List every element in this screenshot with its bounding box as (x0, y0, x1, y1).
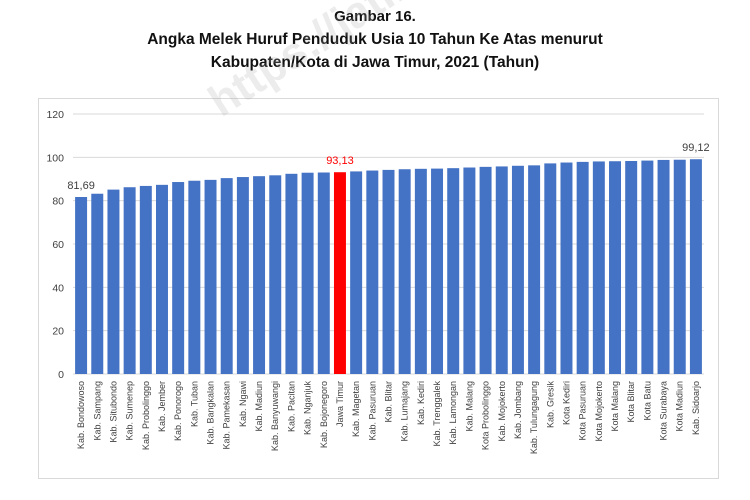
bar (625, 161, 638, 374)
data-label: 93,13 (326, 155, 354, 167)
data-labels: 81,69 93,13 99,12 (67, 142, 709, 192)
bar (123, 187, 136, 374)
x-tick-label: Kab. Ngawi (238, 381, 248, 427)
bar (609, 161, 621, 374)
bar (301, 172, 314, 374)
x-tick-label: Kab. Pacitan (286, 381, 296, 432)
x-tick-label: Kota Kediri (561, 381, 571, 425)
bar (689, 159, 702, 374)
bar (673, 159, 686, 374)
bar (75, 197, 88, 374)
y-tick-label: 80 (52, 196, 64, 208)
bar (236, 177, 249, 374)
x-tick-label: Kab. Sumenep (125, 381, 135, 441)
x-tick-label: Kab. Lamongan (448, 381, 458, 445)
x-tick-label: Kab. Gresik (545, 381, 555, 429)
bar (350, 171, 363, 374)
x-tick-label: Kab. Lumajang (400, 381, 410, 442)
bar (156, 184, 168, 374)
bar (172, 182, 185, 374)
x-tick-label: Kab. Trenggalek (432, 381, 442, 447)
bar (382, 169, 395, 374)
x-tick-label: Kab. Bangkalan (206, 381, 216, 445)
y-tick-label: 100 (46, 152, 64, 164)
y-tick-label: 20 (52, 326, 64, 338)
x-axis-ticks: Kab. Bondowoso Kab. Sampang Kab. Situbondo… (76, 381, 701, 455)
y-tick-label: 60 (52, 239, 64, 251)
bar (204, 179, 217, 374)
figure-number: Gambar 16. (334, 8, 416, 25)
y-tick-label: 0 (58, 369, 64, 381)
bar (657, 159, 670, 374)
bar (544, 163, 557, 374)
x-tick-label: Kab. Jember (157, 381, 167, 432)
bar (366, 170, 379, 374)
bar (398, 169, 411, 374)
bar (447, 168, 460, 374)
x-tick-label: Kab. Malang (464, 381, 474, 432)
x-tick-label: Kab. Magetan (351, 381, 361, 437)
x-tick-label: Kota Madiun (675, 381, 685, 432)
bar (528, 165, 541, 374)
bar (560, 162, 573, 374)
x-tick-label: Kab. Situbondo (108, 381, 118, 443)
figure-title-line-2: Kabupaten/Kota di Jawa Timur, 2021 (Tahu… (210, 54, 540, 71)
bar (285, 173, 298, 374)
bar (463, 167, 476, 374)
x-tick-label: Kota Surabaya (659, 381, 669, 441)
bar (414, 168, 427, 374)
bars (75, 159, 702, 374)
x-tick-label: Kota Probolinggo (481, 381, 491, 450)
bar (431, 168, 444, 374)
y-tick-label: 120 (46, 109, 64, 121)
x-tick-label: Kab. Bojonegoro (319, 381, 329, 448)
figure-title-line-1: Angka Melek Huruf Penduduk Usia 10 Tahun… (147, 31, 603, 48)
bar (317, 172, 330, 374)
x-tick-label: Kab. Pasuruan (367, 381, 377, 441)
x-tick-label: Kab. Sidoarjo (691, 381, 701, 435)
x-tick-label: Kota Blitar (626, 381, 636, 423)
x-tick-label: Kab. Kediri (416, 381, 426, 425)
x-tick-label: Kota Mojokerto (594, 381, 604, 442)
bar (269, 175, 282, 374)
x-tick-label: Kota Pasuruan (578, 381, 588, 441)
x-tick-label: Kab. Probolinggo (141, 381, 151, 450)
x-tick-label: Kab. Sampang (92, 381, 102, 441)
data-label: 81,69 (67, 180, 95, 192)
x-tick-label: Kab. Bondowoso (76, 381, 86, 449)
x-tick-label: Kab. Pamekasan (222, 381, 232, 450)
x-tick-label: Kab. Blitar (384, 381, 394, 423)
x-tick-label: Kab. Mojokerto (497, 381, 507, 442)
bar (479, 166, 492, 374)
x-tick-label: Kab. Tuban (189, 381, 199, 427)
y-axis-ticks: 0 20 40 60 80 100 120 (46, 109, 64, 381)
bar-highlight (333, 172, 346, 374)
bar (188, 180, 201, 374)
bar (139, 185, 152, 374)
y-tick-label: 40 (52, 282, 64, 294)
x-tick-label: Jawa Timur (335, 381, 345, 427)
x-tick-label: Kota Batu (642, 381, 652, 421)
figure-header: Gambar 16. Angka Melek Huruf Penduduk Us… (0, 6, 750, 74)
data-label: 99,12 (682, 142, 710, 154)
x-tick-label: Kab. Jombang (513, 381, 523, 439)
x-tick-label: Kab. Ponorogo (173, 381, 183, 441)
x-tick-label: Kab. Madiun (254, 381, 264, 432)
bar (592, 161, 605, 374)
bar (641, 160, 654, 374)
bar (220, 178, 233, 374)
x-tick-label: Kab. Banyuwangi (270, 381, 280, 451)
bar (576, 161, 589, 374)
x-tick-label: Kab. Tulungagung (529, 381, 539, 454)
x-tick-label: Kab. Nganjuk (303, 381, 313, 436)
bar (107, 189, 120, 374)
bar (91, 193, 104, 374)
x-tick-label: Kota Malang (610, 381, 620, 432)
bar (511, 165, 524, 374)
bar (495, 166, 508, 374)
bar (253, 176, 266, 374)
